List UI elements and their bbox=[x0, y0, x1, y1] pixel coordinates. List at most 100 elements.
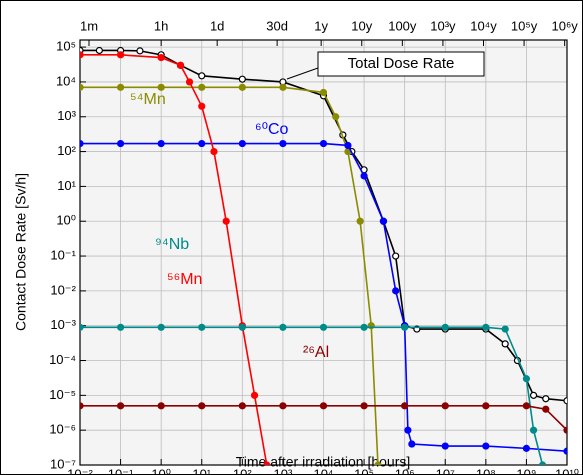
point bbox=[80, 139, 84, 148]
top-tick-label: 10³y bbox=[430, 18, 456, 33]
point bbox=[344, 141, 352, 150]
point bbox=[379, 217, 388, 225]
point bbox=[441, 442, 449, 450]
point bbox=[263, 461, 271, 465]
point bbox=[392, 287, 400, 295]
point bbox=[198, 323, 206, 331]
point bbox=[210, 147, 218, 156]
annotation-arrow bbox=[286, 67, 319, 80]
point bbox=[222, 217, 230, 225]
point bbox=[482, 442, 490, 450]
y-tick-label: 10⁻⁷ bbox=[50, 456, 76, 471]
point bbox=[356, 217, 364, 225]
point bbox=[238, 83, 246, 91]
series-label: ⁹⁴Nb bbox=[155, 236, 189, 253]
point bbox=[319, 139, 328, 148]
point bbox=[279, 402, 287, 410]
point bbox=[374, 461, 382, 465]
point bbox=[250, 391, 259, 399]
point bbox=[542, 395, 550, 403]
y-tick-label: 10⁻⁵ bbox=[49, 387, 76, 402]
y-axis-label: Contact Dose Rate [Sv/h] bbox=[13, 173, 29, 331]
point bbox=[501, 325, 509, 333]
point bbox=[538, 461, 547, 465]
top-tick-label: 1m bbox=[80, 18, 98, 33]
point bbox=[542, 405, 550, 413]
plot-frame bbox=[79, 39, 568, 466]
point bbox=[522, 444, 531, 452]
point bbox=[116, 323, 125, 331]
y-tick-label: 10⁵ bbox=[56, 39, 76, 54]
y-tick-label: 10⁴ bbox=[56, 73, 76, 88]
top-tick-label: 1h bbox=[154, 18, 168, 33]
point bbox=[404, 426, 412, 434]
point bbox=[185, 78, 194, 86]
x-tick-label: 10⁷ bbox=[436, 466, 455, 475]
point bbox=[116, 139, 125, 148]
point bbox=[522, 375, 531, 383]
series-label: ⁵⁶Mn bbox=[167, 271, 202, 288]
x-tick-label: 10⁴ bbox=[313, 466, 333, 475]
top-tick-label: 10⁴y bbox=[470, 18, 497, 33]
point bbox=[401, 323, 409, 331]
y-tick-label: 10² bbox=[57, 143, 76, 158]
point bbox=[157, 53, 165, 62]
point bbox=[401, 402, 409, 410]
point bbox=[563, 426, 567, 434]
series-line bbox=[80, 405, 567, 431]
y-tick-label: 10¹ bbox=[57, 178, 76, 193]
point bbox=[157, 402, 165, 410]
point bbox=[360, 402, 368, 410]
point bbox=[441, 402, 449, 410]
point bbox=[136, 47, 144, 55]
top-tick-label: 1d bbox=[210, 18, 224, 33]
point bbox=[522, 402, 531, 410]
series-label: Total Dose Rate bbox=[348, 55, 455, 72]
x-tick-label: 10⁻² bbox=[67, 466, 93, 475]
point bbox=[116, 83, 125, 91]
point bbox=[360, 172, 368, 180]
point bbox=[279, 139, 287, 148]
point bbox=[198, 83, 206, 91]
series-label: ⁶⁰Co bbox=[255, 121, 289, 138]
point bbox=[319, 323, 328, 331]
x-tick-label: 10⁹ bbox=[516, 466, 536, 475]
point bbox=[501, 340, 509, 348]
x-tick-label: 10¹⁰ bbox=[555, 466, 579, 475]
point bbox=[332, 113, 340, 121]
point bbox=[95, 46, 103, 55]
top-tick-label: 1y bbox=[314, 18, 328, 33]
point bbox=[116, 402, 125, 410]
point bbox=[176, 61, 185, 69]
y-tick-label: 10⁰ bbox=[56, 213, 76, 228]
y-tick-label: 10⁻¹ bbox=[50, 247, 76, 262]
series-line bbox=[80, 142, 567, 452]
x-tick-label: 10⁶ bbox=[395, 466, 415, 475]
y-tick-label: 10⁻³ bbox=[50, 317, 76, 332]
point bbox=[198, 139, 206, 148]
point bbox=[238, 75, 246, 83]
point bbox=[563, 447, 567, 455]
top-tick-label: 10⁶y bbox=[552, 18, 579, 33]
x-tick-label: 10³ bbox=[274, 466, 293, 475]
point bbox=[319, 88, 328, 97]
point bbox=[238, 402, 246, 410]
y-tick-label: 10⁻⁶ bbox=[49, 422, 76, 437]
x-tick-label: 10⁰ bbox=[151, 466, 171, 475]
x-tick-label: 10² bbox=[233, 466, 252, 475]
point bbox=[392, 252, 400, 260]
x-tick-label: 10⁻¹ bbox=[108, 466, 134, 475]
point bbox=[198, 102, 206, 110]
point bbox=[80, 402, 84, 410]
point bbox=[157, 83, 165, 91]
x-tick-label: 10⁵ bbox=[354, 466, 374, 475]
x-tick-label: 10⁸ bbox=[476, 466, 496, 475]
x-tick-label: 10¹ bbox=[192, 466, 211, 475]
point bbox=[80, 51, 84, 59]
annotation-box bbox=[317, 51, 485, 77]
point bbox=[80, 323, 84, 331]
point bbox=[116, 51, 125, 59]
point bbox=[408, 440, 416, 448]
y-tick-label: 10⁻² bbox=[50, 282, 76, 297]
point bbox=[319, 402, 328, 410]
